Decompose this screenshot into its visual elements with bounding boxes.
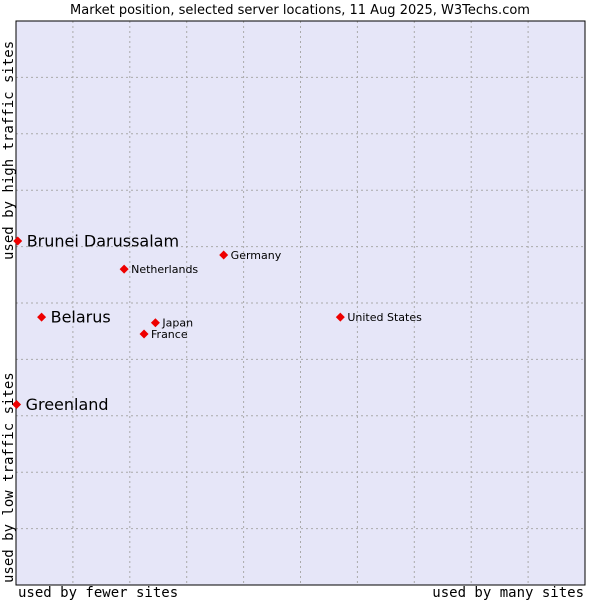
point-marker xyxy=(150,318,160,328)
data-point-netherlands: Netherlands xyxy=(119,263,198,276)
data-point-france: France xyxy=(139,328,188,341)
y-axis-label-top: used by high traffic sites xyxy=(1,41,17,260)
grid-lines xyxy=(16,21,585,585)
point-label: Germany xyxy=(231,249,282,262)
point-marker xyxy=(119,264,129,274)
y-axis-label-bottom: used by low traffic sites xyxy=(1,372,17,583)
data-point-united-states: United States xyxy=(335,311,422,324)
plot-border xyxy=(15,20,586,586)
chart-title: Market position, selected server locatio… xyxy=(70,3,530,18)
point-label: France xyxy=(151,328,188,341)
x-axis-label-left: used by fewer sites xyxy=(18,585,178,600)
data-point-belarus: Belarus xyxy=(37,308,111,327)
data-point-greenland: Greenland xyxy=(12,395,109,414)
point-marker xyxy=(139,329,149,339)
data-point-germany: Germany xyxy=(219,249,282,262)
point-marker xyxy=(12,400,22,410)
point-label: Netherlands xyxy=(131,263,198,276)
point-label: Brunei Darussalam xyxy=(27,231,179,250)
x-axis-label-right: used by many sites xyxy=(432,585,584,600)
point-marker xyxy=(37,312,47,322)
point-label: Belarus xyxy=(51,308,111,327)
point-label: United States xyxy=(347,311,422,324)
point-marker xyxy=(13,236,23,246)
data-points: Brunei Darussalam Belarus Greenland Germany… xyxy=(12,231,422,414)
point-marker xyxy=(335,312,345,322)
point-label: Greenland xyxy=(26,395,109,414)
point-marker xyxy=(219,250,229,260)
point-label: Japan xyxy=(161,317,193,330)
data-point-japan: Japan xyxy=(150,317,193,330)
data-point-brunei-darussalam: Brunei Darussalam xyxy=(13,231,179,250)
